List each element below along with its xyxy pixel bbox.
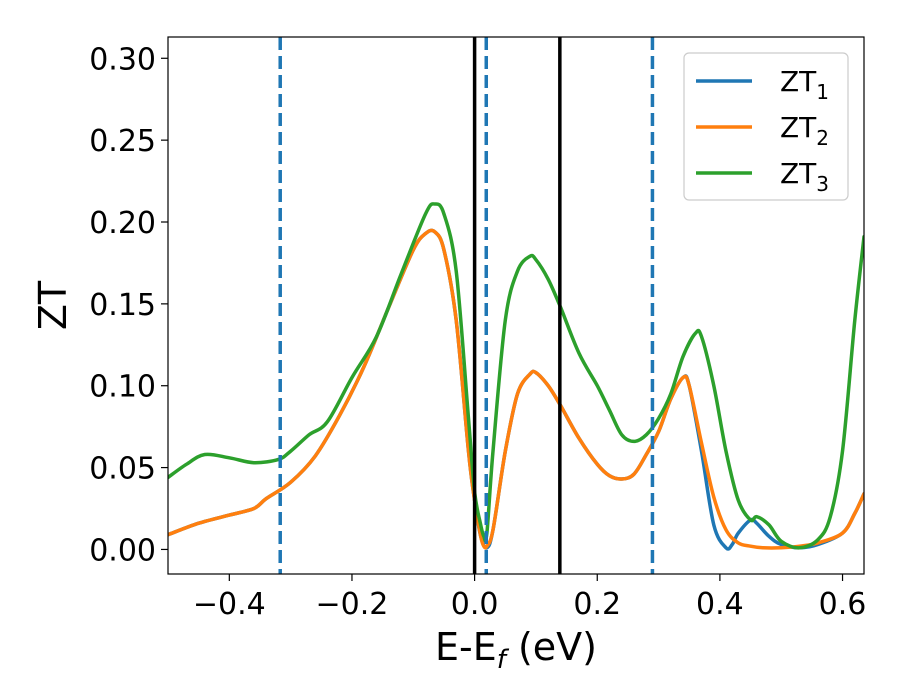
x-axis-label-suffix: (eV)	[506, 625, 597, 669]
y-tick-label: 0.20	[89, 206, 156, 241]
plot-area	[168, 37, 864, 574]
x-axis-ticks: −0.4 −0.2 0.0 0.2 0.4 0.6	[193, 574, 867, 622]
legend-box	[683, 52, 849, 201]
legend-label-zt1: ZT1	[780, 65, 829, 104]
series-line-zt3	[168, 202, 864, 550]
y-tick-label: 0.10	[89, 370, 156, 405]
legend-label-zt2: ZT2	[780, 111, 829, 150]
x-axis-label-main: E-E	[435, 625, 497, 669]
x-tick-label: 0.6	[819, 587, 867, 622]
x-tick-label: 0.2	[573, 587, 621, 622]
y-tick-label: 0.00	[89, 533, 156, 568]
y-axis-label: ZT	[31, 280, 75, 330]
series-layer	[168, 202, 864, 551]
y-tick-label: 0.15	[89, 288, 156, 323]
vertical-lines	[278, 37, 655, 574]
series-line-zt2	[168, 228, 864, 550]
x-tick-label: −0.2	[316, 587, 389, 622]
x-tick-label: −0.4	[193, 587, 266, 622]
y-tick-label: 0.30	[89, 42, 156, 77]
x-tick-label: 0.4	[696, 587, 744, 622]
x-axis-label: E-Ef (eV)	[435, 625, 597, 675]
plot-frame	[167, 36, 865, 575]
y-axis-ticks: 0.00 0.05 0.10 0.15 0.20 0.25 0.30	[89, 42, 168, 568]
legend-label-zt3: ZT3	[780, 157, 829, 196]
y-tick-label: 0.25	[89, 124, 156, 159]
legend: ZT1 ZT2 ZT3	[683, 52, 849, 201]
y-tick-label: 0.05	[89, 452, 156, 487]
x-tick-label: 0.0	[451, 587, 499, 622]
